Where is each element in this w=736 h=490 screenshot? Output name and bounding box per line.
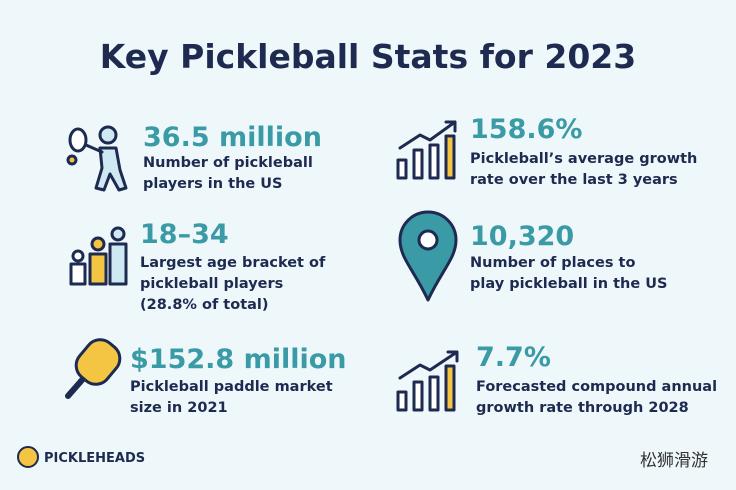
family-icon [69,226,128,286]
watermark: 松狮滑游 [640,451,708,471]
stat-value: 36.5 million [143,122,322,153]
stat-description: pickleball players [140,276,283,292]
stat-description: players in the US [143,176,283,192]
stat-value: 7.7% [476,342,551,373]
stat-description: Pickleball paddle market [130,379,333,395]
stat-description: Pickleball’s average growth [470,151,697,167]
paddle-icon [65,338,122,399]
stat-description: size in 2021 [130,400,228,416]
growth-icon [396,120,457,180]
stat-description: Largest age bracket of [140,255,326,271]
stat-value: 18–34 [140,219,229,250]
stat-value: 10,320 [470,221,574,252]
growth-icon [396,350,459,412]
stat-description: Number of places to [470,255,635,271]
stat-description: rate over the last 3 years [470,172,678,188]
logo: PICKLEHEADS [44,451,145,466]
title: Key Pickleball Stats for 2023 [100,37,636,76]
logo-mark [17,446,39,468]
stat-description: play pickleball in the US [470,276,667,292]
stat-description: growth rate through 2028 [476,400,689,416]
player-icon [66,125,128,192]
location-icon [398,210,458,302]
stat-description: Number of pickleball [143,155,313,171]
stat-description: Forecasted compound annual [476,379,717,395]
stat-description: (28.8% of total) [140,297,269,313]
stat-value: $152.8 million [130,344,347,375]
stat-value: 158.6% [470,114,582,145]
